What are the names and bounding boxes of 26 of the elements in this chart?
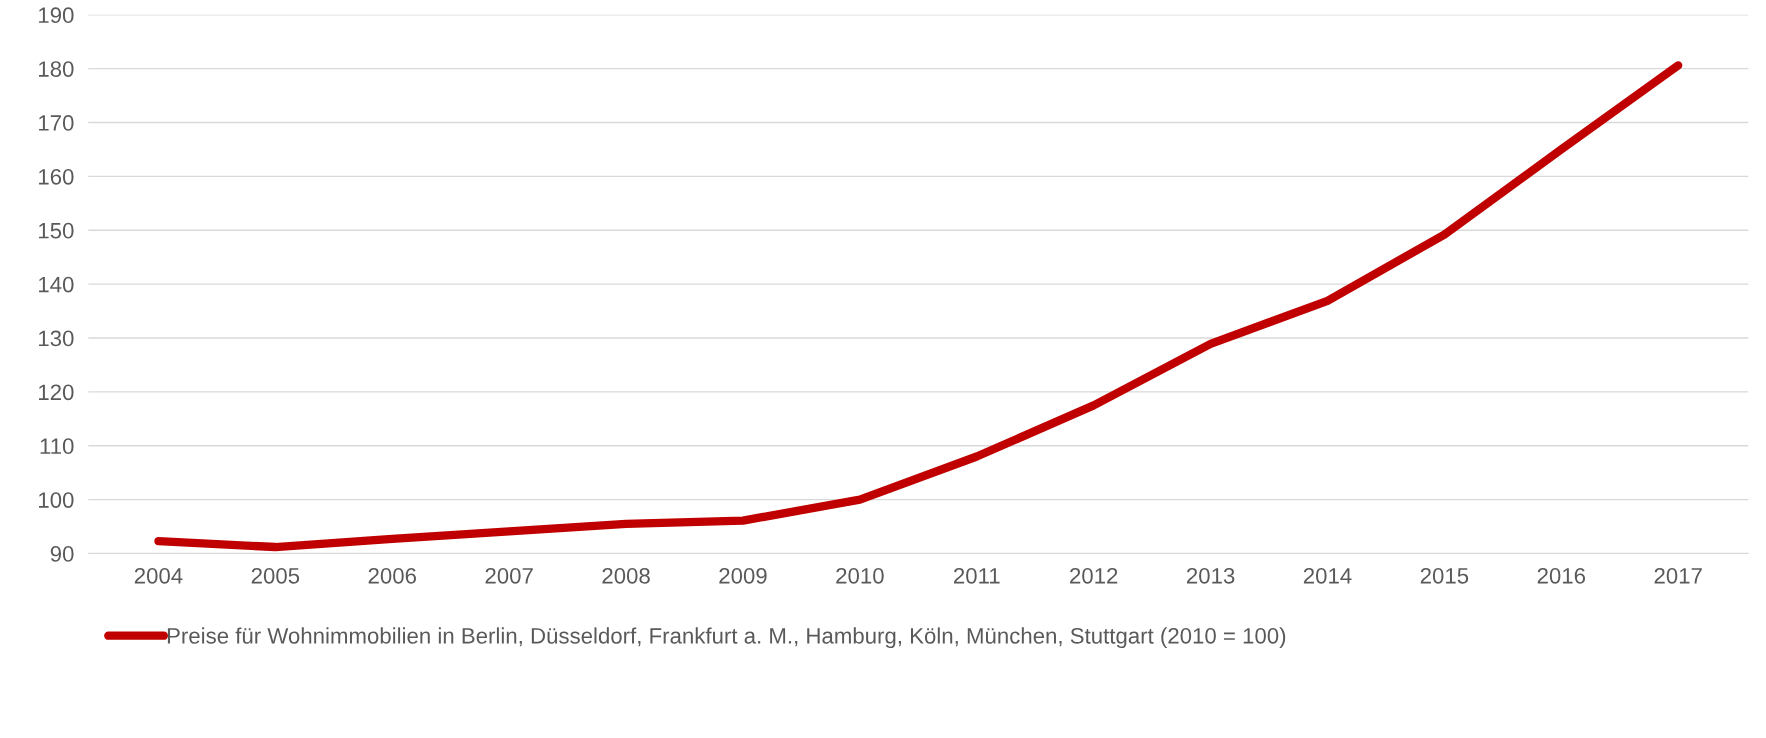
x-tick-label: 2013 [1186,567,1235,584]
x-tick-label: 2014 [1303,567,1352,584]
y-tick-label: 140 [39,276,74,293]
y-tick-label: 110 [40,438,74,455]
x-tick-label: 2004 [134,567,183,584]
y-tick-label: 170 [39,115,74,131]
legend-label: Preise für Wohnimmobilien in Berlin, Düsseldorf, Frankfurt a. M., Hamburg, Köln, München, Stuttgart (2010 = 100) [167,627,1286,649]
x-tick-label: 2007 [485,567,533,584]
y-tick-label: 160 [39,168,74,185]
y-tick-label: 130 [39,330,74,347]
x-tick-label: 2012 [1070,567,1118,584]
y-tick-label: 100 [39,492,74,508]
x-tick-label: 2016 [1537,567,1586,584]
x-tick-label: 2005 [251,567,300,584]
y-tick-label: 190 [39,7,74,24]
x-tick-label: 2006 [368,567,416,584]
y-tick-label: 90 [50,546,74,562]
x-tick-label: 2017 [1654,567,1702,584]
x-tick-label: 2011 [953,567,1000,584]
y-tick-label: 120 [39,384,74,401]
y-tick-label: 150 [39,222,74,239]
x-tick-label: 2010 [836,567,884,584]
y-tick-label: 180 [39,61,74,77]
x-tick-label: 2015 [1420,567,1469,584]
x-tick-label: 2009 [719,567,767,584]
x-tick-label: 2008 [602,567,650,584]
